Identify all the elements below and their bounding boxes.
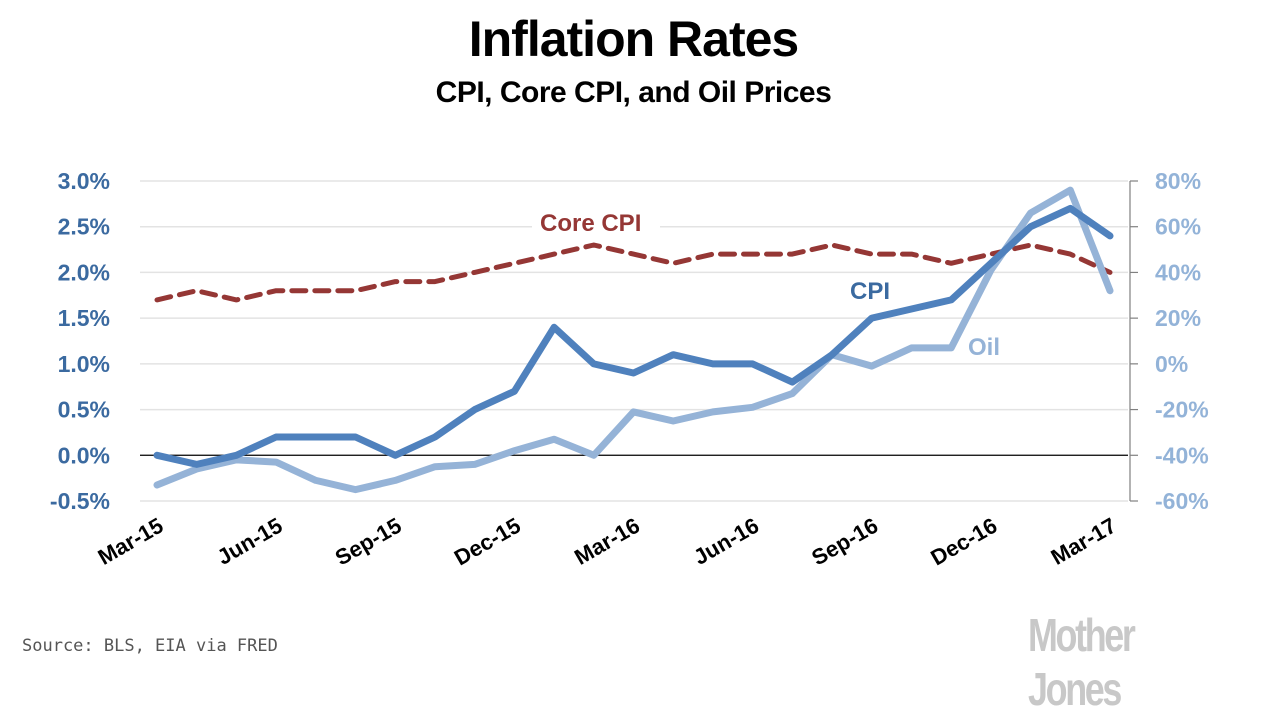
series-line-core-cpi	[154, 242, 1113, 303]
source-note: Source: BLS, EIA via FRED	[22, 636, 278, 656]
x-tick-label: Jun-15	[213, 513, 287, 570]
line-chart: CPI Core CPI Oil 3.0% 2.5% 2.0% 1.5% 1.0% 0.5% 0…	[50, 168, 1209, 571]
chart-title: Inflation Rates	[468, 11, 799, 67]
y-left-tick-label: 1.5%	[58, 305, 110, 331]
x-tick-label: Mar-16	[570, 513, 644, 570]
series-line-cpi	[153, 204, 1114, 468]
y-left-tick-label: 0.0%	[58, 442, 110, 468]
series-label-core-cpi: Core CPI	[540, 210, 641, 237]
x-tick-label: Mar-15	[94, 513, 168, 570]
series-labels: CPI Core CPI Oil	[532, 207, 1000, 361]
y-right-tick-label: 60%	[1155, 214, 1201, 240]
publisher-logo: Mother Jones	[1028, 609, 1136, 715]
label-background	[532, 207, 660, 237]
y-left-tick-label: 3.0%	[58, 168, 110, 194]
x-tick-label: Sep-16	[807, 513, 882, 571]
x-tick-label: Mar-17	[1047, 513, 1121, 570]
y-left-tick-label: 1.0%	[58, 351, 110, 377]
axes	[140, 180, 1138, 502]
x-tick-label: Jun-16	[689, 513, 763, 570]
y-left-tick-label: 2.0%	[58, 259, 110, 285]
x-tick-label: Dec-15	[450, 513, 525, 571]
y-right-tick-label: 80%	[1155, 168, 1201, 194]
y-right-tick-label: 40%	[1155, 259, 1201, 285]
y-right-tick-label: 0%	[1155, 351, 1188, 377]
y-right-tick-label: -40%	[1155, 442, 1209, 468]
x-tick-label: Dec-16	[926, 513, 1001, 571]
x-tick-label: Sep-15	[331, 513, 406, 571]
series-line-oil	[153, 186, 1114, 494]
series-label-cpi: CPI	[850, 278, 890, 305]
chart-subtitle: CPI, Core CPI, and Oil Prices	[435, 76, 832, 109]
y-left-tick-label: 2.5%	[58, 214, 110, 240]
y-right-tick-label: -60%	[1155, 488, 1209, 514]
y-left-tick-label: 0.5%	[58, 397, 110, 423]
series-label-oil: Oil	[968, 334, 1000, 361]
y-right-tick-label: 20%	[1155, 305, 1201, 331]
y-right-tick-label: -20%	[1155, 397, 1209, 423]
y-left-tick-label: -0.5%	[50, 488, 110, 514]
series-lines	[153, 186, 1114, 494]
